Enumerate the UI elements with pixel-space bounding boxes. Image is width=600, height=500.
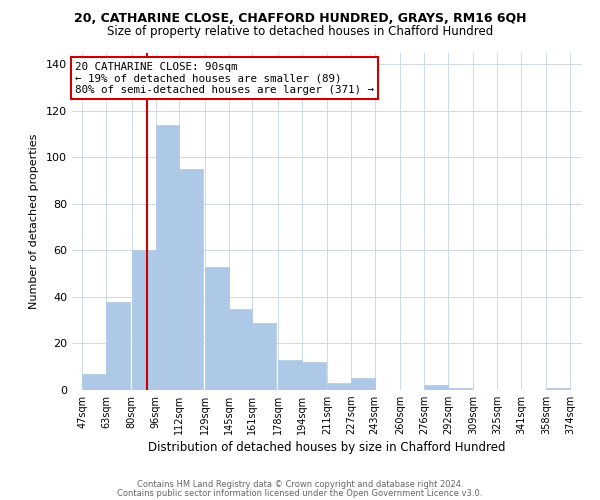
X-axis label: Distribution of detached houses by size in Chafford Hundred: Distribution of detached houses by size … [148,442,506,454]
Bar [351,378,375,390]
Text: 20 CATHARINE CLOSE: 90sqm
← 19% of detached houses are smaller (89)
80% of semi-: 20 CATHARINE CLOSE: 90sqm ← 19% of detac… [75,62,374,95]
Bar [253,322,276,390]
Y-axis label: Number of detached properties: Number of detached properties [29,134,39,309]
Bar [155,124,179,390]
Bar [131,250,155,390]
Bar [205,266,229,390]
Text: Contains public sector information licensed under the Open Government Licence v3: Contains public sector information licen… [118,490,482,498]
Bar [327,383,351,390]
Bar [82,374,106,390]
Bar [424,386,448,390]
Bar [302,362,326,390]
Text: 20, CATHARINE CLOSE, CHAFFORD HUNDRED, GRAYS, RM16 6QH: 20, CATHARINE CLOSE, CHAFFORD HUNDRED, G… [74,12,526,26]
Bar [106,302,130,390]
Bar [448,388,472,390]
Text: Contains HM Land Registry data © Crown copyright and database right 2024.: Contains HM Land Registry data © Crown c… [137,480,463,489]
Bar [546,388,570,390]
Bar [229,308,253,390]
Bar [179,169,203,390]
Bar [278,360,302,390]
Text: Size of property relative to detached houses in Chafford Hundred: Size of property relative to detached ho… [107,25,493,38]
